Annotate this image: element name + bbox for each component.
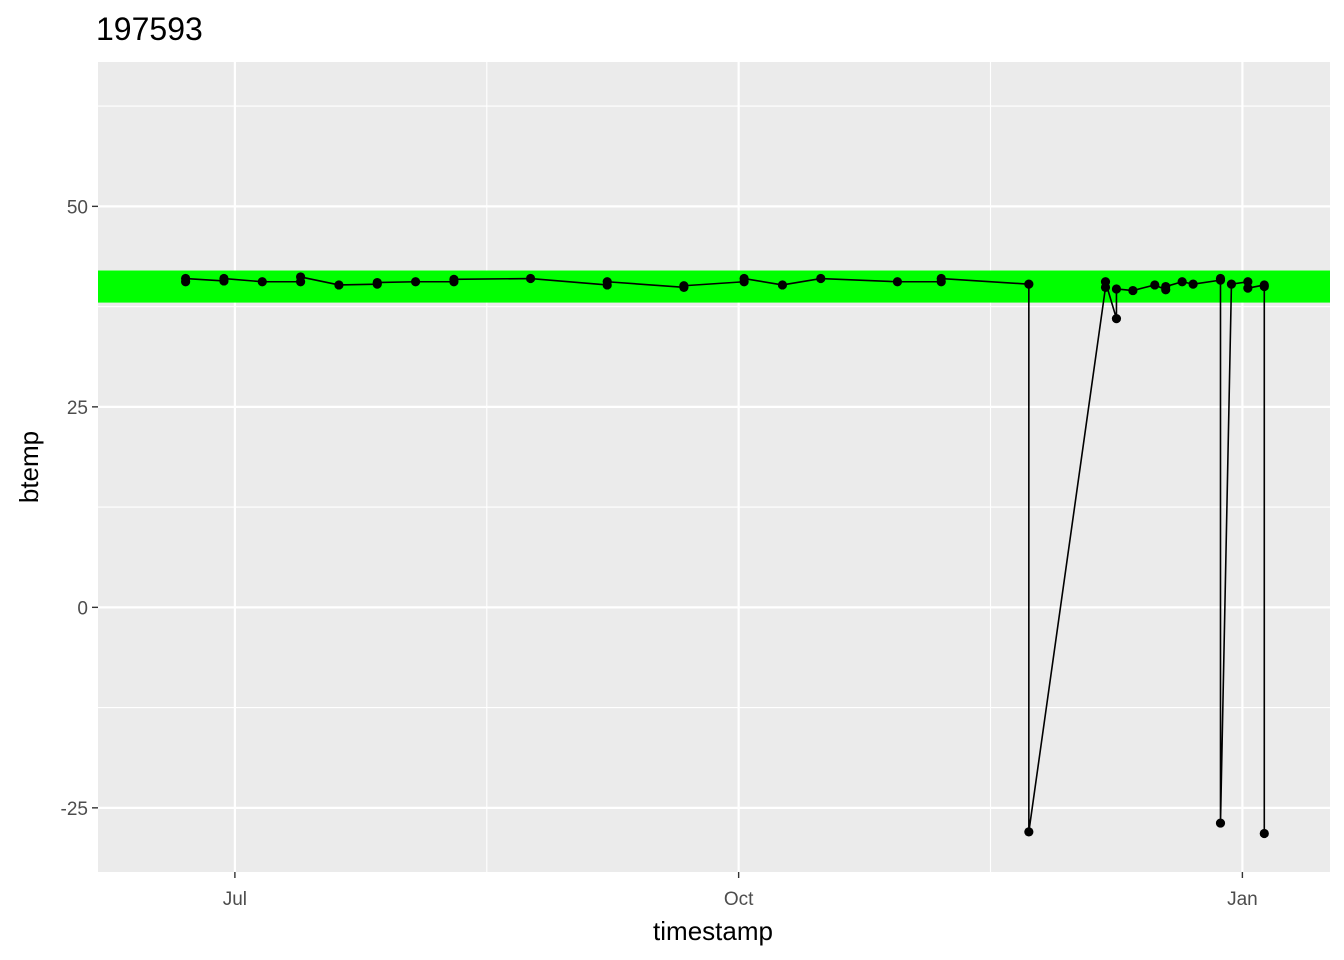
data-point	[1259, 281, 1269, 292]
data-point	[1128, 285, 1138, 296]
y-tick-label: 0	[77, 598, 88, 619]
data-point	[334, 280, 344, 290]
data-point	[1111, 284, 1122, 294]
data-point	[816, 273, 826, 284]
data-point	[1100, 277, 1111, 287]
y-axis-title: btemp	[14, 431, 44, 503]
data-point	[257, 277, 267, 287]
x-axis: Jul Oct Jan	[223, 872, 1258, 910]
data-point	[1111, 314, 1122, 324]
y-tick-label: -25	[61, 799, 88, 820]
data-point	[1243, 277, 1253, 287]
plot-panel	[98, 62, 1330, 872]
x-tick-label: Jul	[223, 889, 247, 910]
series-points	[181, 272, 1269, 839]
chart-title: 197593	[96, 11, 203, 47]
x-axis-title: timestamp	[653, 916, 773, 946]
data-point	[739, 273, 749, 284]
data-point	[1024, 827, 1034, 837]
data-point	[892, 277, 903, 287]
data-point	[1259, 828, 1269, 839]
data-point	[936, 273, 946, 284]
data-point	[679, 281, 689, 291]
data-point	[1215, 273, 1226, 284]
data-point	[602, 277, 612, 287]
data-point	[219, 273, 229, 284]
data-point	[525, 273, 536, 284]
data-point	[1226, 279, 1237, 289]
data-point	[1024, 279, 1034, 289]
data-point	[1161, 281, 1171, 292]
data-point	[1188, 279, 1198, 289]
data-point	[181, 273, 191, 284]
y-tick-label: 25	[67, 398, 88, 419]
data-point	[449, 274, 459, 284]
data-point	[1215, 818, 1226, 828]
data-point	[410, 277, 421, 287]
data-point	[295, 272, 306, 282]
data-point	[1243, 283, 1253, 293]
data-point	[372, 277, 382, 288]
grid-minor	[98, 62, 1330, 872]
data-point	[777, 280, 788, 290]
y-tick-label: 50	[67, 197, 88, 218]
data-point	[1177, 277, 1187, 287]
normal-range-band	[98, 270, 1330, 303]
grid-major	[98, 62, 1330, 872]
x-tick-label: Oct	[724, 889, 754, 910]
data-point	[1150, 280, 1160, 290]
band-rect	[98, 270, 1330, 303]
x-tick-label: Jan	[1227, 889, 1258, 910]
y-axis: -25 0 25 50	[61, 197, 98, 820]
